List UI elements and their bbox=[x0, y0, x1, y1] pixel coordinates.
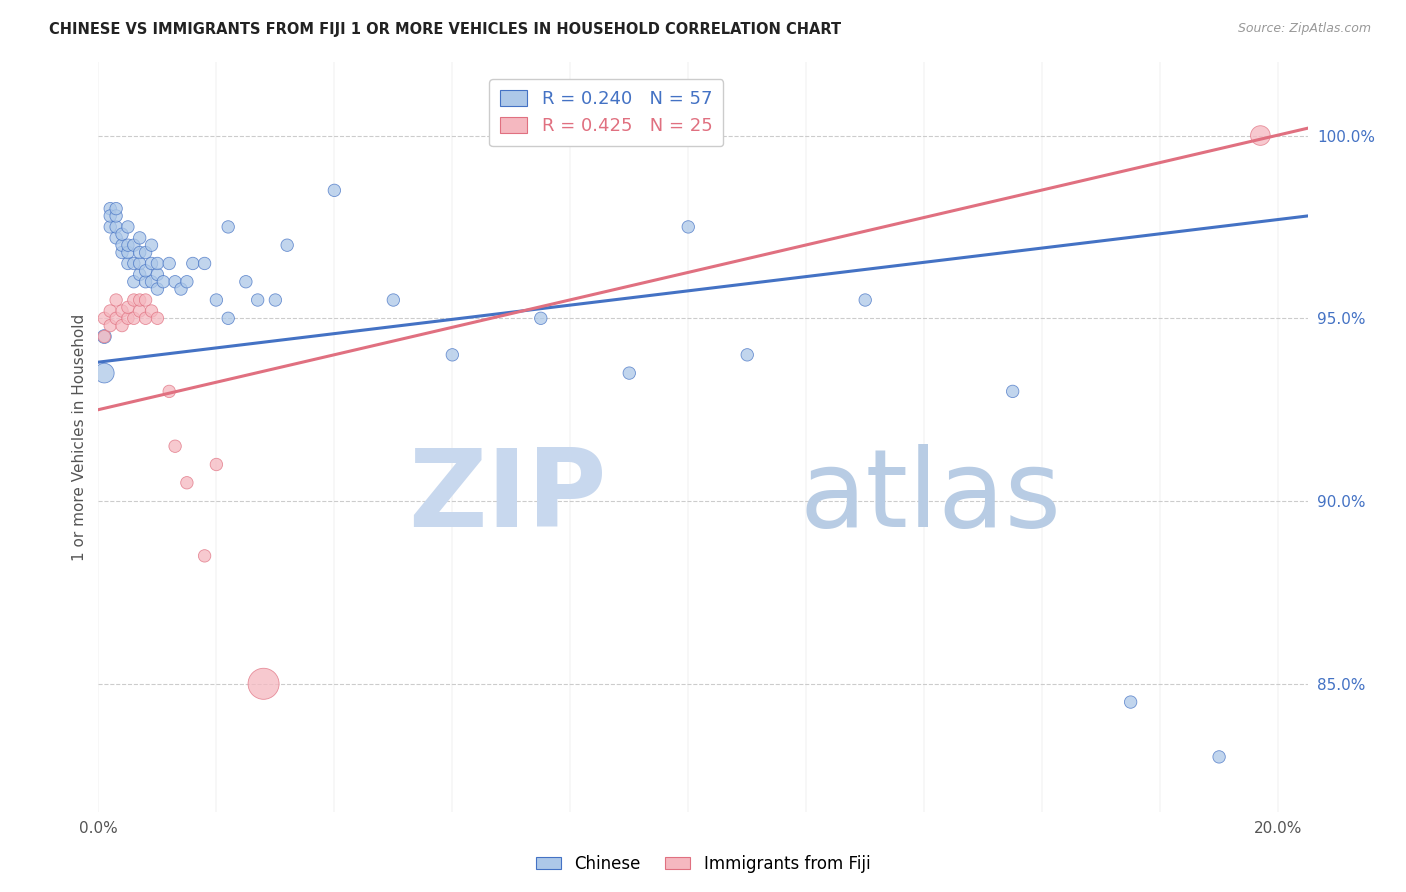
Point bbox=[128, 256, 150, 270]
Point bbox=[128, 231, 150, 245]
Point bbox=[530, 311, 553, 326]
Point bbox=[98, 318, 121, 333]
Point bbox=[111, 238, 134, 252]
Point bbox=[98, 202, 121, 216]
Point bbox=[157, 384, 180, 399]
Point bbox=[441, 348, 464, 362]
Point bbox=[146, 256, 169, 270]
Point bbox=[170, 282, 193, 296]
Point bbox=[217, 219, 239, 234]
Point bbox=[135, 293, 157, 307]
Point bbox=[93, 329, 115, 343]
Point bbox=[217, 311, 239, 326]
Point bbox=[1119, 695, 1142, 709]
Point bbox=[128, 293, 150, 307]
Point bbox=[1001, 384, 1024, 399]
Point bbox=[735, 348, 758, 362]
Point bbox=[117, 301, 139, 315]
Point bbox=[141, 256, 163, 270]
Point bbox=[205, 293, 228, 307]
Point bbox=[135, 275, 157, 289]
Point bbox=[619, 366, 641, 380]
Point bbox=[276, 238, 298, 252]
Point bbox=[122, 293, 145, 307]
Point bbox=[205, 458, 228, 472]
Point bbox=[105, 231, 128, 245]
Point bbox=[117, 256, 139, 270]
Point bbox=[117, 245, 139, 260]
Legend: Chinese, Immigrants from Fiji: Chinese, Immigrants from Fiji bbox=[529, 848, 877, 880]
Point bbox=[105, 219, 128, 234]
Point bbox=[93, 366, 115, 380]
Point bbox=[98, 304, 121, 318]
Point bbox=[93, 329, 115, 343]
Point bbox=[122, 256, 145, 270]
Point bbox=[135, 245, 157, 260]
Point bbox=[111, 304, 134, 318]
Point bbox=[122, 311, 145, 326]
Text: atlas: atlas bbox=[800, 444, 1062, 550]
Point bbox=[135, 264, 157, 278]
Point bbox=[117, 311, 139, 326]
Point bbox=[152, 275, 174, 289]
Point bbox=[141, 238, 163, 252]
Point bbox=[1249, 128, 1271, 143]
Point bbox=[135, 311, 157, 326]
Point bbox=[128, 268, 150, 282]
Point bbox=[111, 245, 134, 260]
Point bbox=[382, 293, 405, 307]
Point bbox=[141, 304, 163, 318]
Point bbox=[246, 293, 269, 307]
Point bbox=[1208, 750, 1230, 764]
Point bbox=[98, 219, 121, 234]
Point bbox=[122, 275, 145, 289]
Point bbox=[93, 311, 115, 326]
Point bbox=[165, 439, 187, 453]
Text: Source: ZipAtlas.com: Source: ZipAtlas.com bbox=[1237, 22, 1371, 36]
Point bbox=[853, 293, 876, 307]
Text: CHINESE VS IMMIGRANTS FROM FIJI 1 OR MORE VEHICLES IN HOUSEHOLD CORRELATION CHAR: CHINESE VS IMMIGRANTS FROM FIJI 1 OR MOR… bbox=[49, 22, 841, 37]
Point bbox=[141, 275, 163, 289]
Point bbox=[181, 256, 204, 270]
Point bbox=[146, 282, 169, 296]
Point bbox=[111, 227, 134, 242]
Point bbox=[323, 183, 346, 197]
Point bbox=[176, 275, 198, 289]
Point bbox=[105, 293, 128, 307]
Point bbox=[105, 311, 128, 326]
Point bbox=[98, 209, 121, 223]
Point bbox=[165, 275, 187, 289]
Point bbox=[111, 318, 134, 333]
Point bbox=[128, 245, 150, 260]
Y-axis label: 1 or more Vehicles in Household: 1 or more Vehicles in Household bbox=[72, 313, 87, 561]
Point bbox=[235, 275, 257, 289]
Point bbox=[122, 238, 145, 252]
Point bbox=[252, 677, 274, 691]
Point bbox=[117, 238, 139, 252]
Point bbox=[678, 219, 700, 234]
Point bbox=[105, 202, 128, 216]
Point bbox=[194, 256, 217, 270]
Point bbox=[176, 475, 198, 490]
Point bbox=[105, 209, 128, 223]
Point bbox=[146, 268, 169, 282]
Point bbox=[194, 549, 217, 563]
Point bbox=[157, 256, 180, 270]
Legend: R = 0.240   N = 57, R = 0.425   N = 25: R = 0.240 N = 57, R = 0.425 N = 25 bbox=[489, 79, 723, 146]
Text: ZIP: ZIP bbox=[408, 444, 606, 550]
Point bbox=[117, 219, 139, 234]
Point bbox=[264, 293, 287, 307]
Point bbox=[146, 311, 169, 326]
Point bbox=[128, 304, 150, 318]
